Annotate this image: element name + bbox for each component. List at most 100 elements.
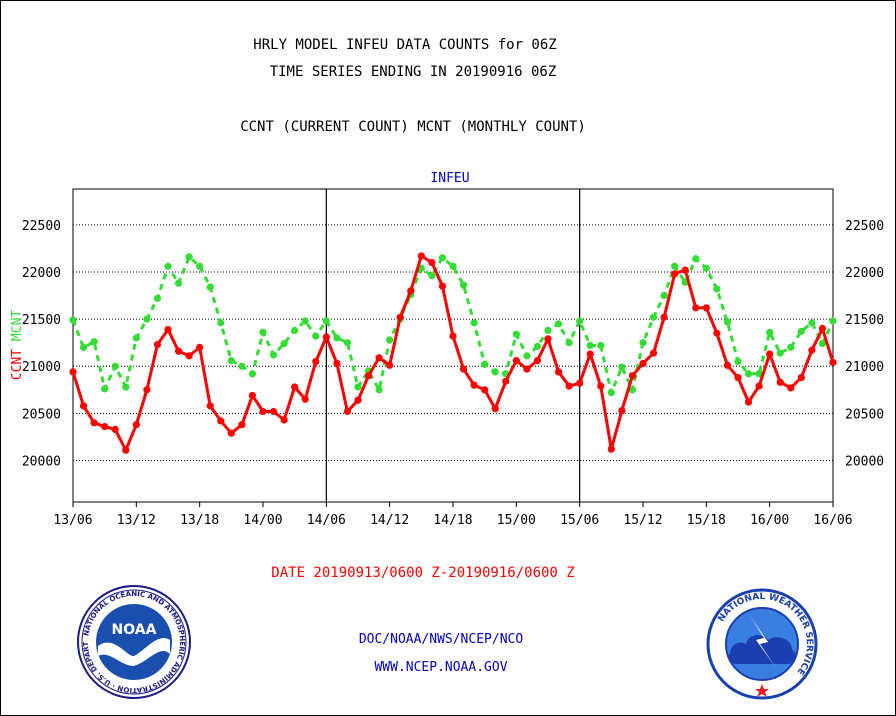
data-point-ccnt	[818, 324, 827, 333]
data-point-ccnt	[449, 332, 457, 340]
data-point-mcnt	[217, 319, 225, 327]
x-tick-label: 13/06	[53, 513, 92, 528]
data-point-ccnt	[597, 382, 605, 390]
data-point-ccnt	[428, 258, 436, 267]
y-tick-label-left: 21000	[22, 360, 61, 375]
data-point-mcnt	[544, 326, 552, 335]
data-point-mcnt	[713, 285, 721, 293]
data-point-mcnt	[554, 320, 563, 328]
data-point-ccnt	[101, 422, 109, 431]
data-point-mcnt	[90, 338, 98, 346]
data-point-mcnt	[428, 272, 436, 280]
data-point-ccnt	[269, 407, 278, 416]
x-tick-label: 14/12	[370, 513, 409, 528]
data-point-ccnt	[681, 266, 689, 274]
data-point-ccnt	[396, 313, 404, 321]
data-point-mcnt	[797, 327, 805, 335]
y-tick-label-left: 21500	[22, 313, 61, 328]
noaa-logo: NATIONAL OCEANIC AND ATMOSPHERIC ADMINIS…	[76, 584, 191, 699]
data-point-ccnt	[238, 421, 246, 429]
data-point-ccnt	[544, 335, 552, 343]
data-point-ccnt	[639, 359, 647, 368]
data-point-ccnt	[164, 325, 172, 334]
data-point-mcnt	[386, 336, 394, 344]
data-point-mcnt	[101, 385, 109, 393]
data-point-mcnt	[702, 264, 710, 272]
data-point-ccnt	[407, 287, 415, 295]
data-point-ccnt	[713, 329, 721, 337]
data-point-ccnt	[744, 398, 753, 406]
y-tick-label-right: 20000	[845, 455, 884, 470]
data-point-mcnt	[312, 332, 320, 340]
data-point-ccnt	[132, 421, 140, 429]
data-point-mcnt	[766, 328, 774, 336]
data-point-mcnt	[164, 262, 172, 270]
data-point-mcnt	[649, 313, 658, 321]
data-point-mcnt	[343, 339, 352, 347]
data-point-ccnt	[660, 313, 668, 321]
data-point-mcnt	[227, 356, 235, 365]
data-point-ccnt	[628, 372, 637, 380]
data-point-ccnt	[386, 361, 394, 369]
data-point-mcnt	[470, 319, 478, 327]
data-point-ccnt	[692, 304, 700, 312]
data-point-ccnt	[829, 358, 837, 367]
y-tick-label-left: 22500	[22, 219, 61, 234]
data-point-mcnt	[586, 341, 594, 350]
data-point-mcnt	[628, 386, 637, 394]
data-point-ccnt	[755, 382, 763, 390]
data-point-ccnt	[111, 425, 119, 434]
y-tick-label-left: 20000	[22, 455, 61, 470]
data-point-ccnt	[343, 407, 352, 416]
data-point-mcnt	[248, 370, 257, 378]
data-point-ccnt	[808, 346, 816, 354]
date-range-label: DATE 20190913/0600 Z-20190916/0600 Z	[271, 565, 575, 581]
data-point-mcnt	[174, 279, 183, 287]
data-point-mcnt	[438, 254, 447, 262]
data-point-mcnt	[449, 262, 457, 270]
data-point-ccnt	[322, 333, 330, 341]
data-point-mcnt	[459, 281, 468, 289]
data-point-ccnt	[375, 354, 383, 362]
data-point-ccnt	[491, 405, 499, 413]
y-tick-label-right: 22500	[845, 219, 884, 234]
data-point-mcnt	[671, 262, 679, 270]
data-point-mcnt	[523, 352, 531, 360]
data-point-mcnt	[301, 317, 309, 325]
x-tick-label: 15/06	[560, 513, 599, 528]
org-label: DOC/NOAA/NWS/NCEP/NCO	[358, 632, 524, 647]
data-point-mcnt	[185, 253, 193, 261]
website-link[interactable]: WWW.NCEP.NOAA.GOV	[374, 660, 508, 675]
nws-logo: NATIONAL WEATHER SERVICE	[706, 588, 818, 700]
data-point-ccnt	[586, 350, 594, 358]
data-point-mcnt	[269, 351, 278, 359]
y-tick-label-left: 22000	[22, 266, 61, 281]
data-point-ccnt	[470, 381, 478, 389]
data-point-mcnt	[723, 318, 732, 326]
x-tick-label: 15/18	[687, 513, 726, 528]
data-point-ccnt	[671, 270, 679, 278]
y-tick-label-right: 21000	[845, 360, 884, 375]
data-point-ccnt	[723, 361, 732, 369]
data-point-ccnt	[797, 373, 805, 382]
data-point-ccnt	[143, 386, 151, 394]
series-line-mcnt	[71, 255, 835, 395]
data-point-mcnt	[607, 389, 615, 397]
data-point-mcnt	[322, 317, 330, 325]
data-point-ccnt	[364, 372, 373, 380]
data-point-mcnt	[238, 362, 246, 370]
data-point-mcnt	[576, 317, 584, 325]
data-point-ccnt	[502, 377, 510, 385]
data-point-ccnt	[512, 356, 520, 365]
header-line-1: HRLY MODEL INFEU DATA COUNTS for 06Z	[253, 37, 557, 53]
data-point-ccnt	[69, 368, 77, 376]
data-point-mcnt	[597, 341, 605, 350]
data-point-mcnt	[280, 340, 288, 348]
data-point-mcnt	[333, 334, 341, 342]
data-point-mcnt	[565, 339, 573, 347]
data-point-mcnt	[153, 294, 162, 302]
data-point-mcnt	[744, 370, 753, 378]
y-tick-label-right: 21500	[845, 313, 884, 328]
x-tick-label: 14/06	[307, 513, 346, 528]
data-point-ccnt	[459, 365, 468, 373]
